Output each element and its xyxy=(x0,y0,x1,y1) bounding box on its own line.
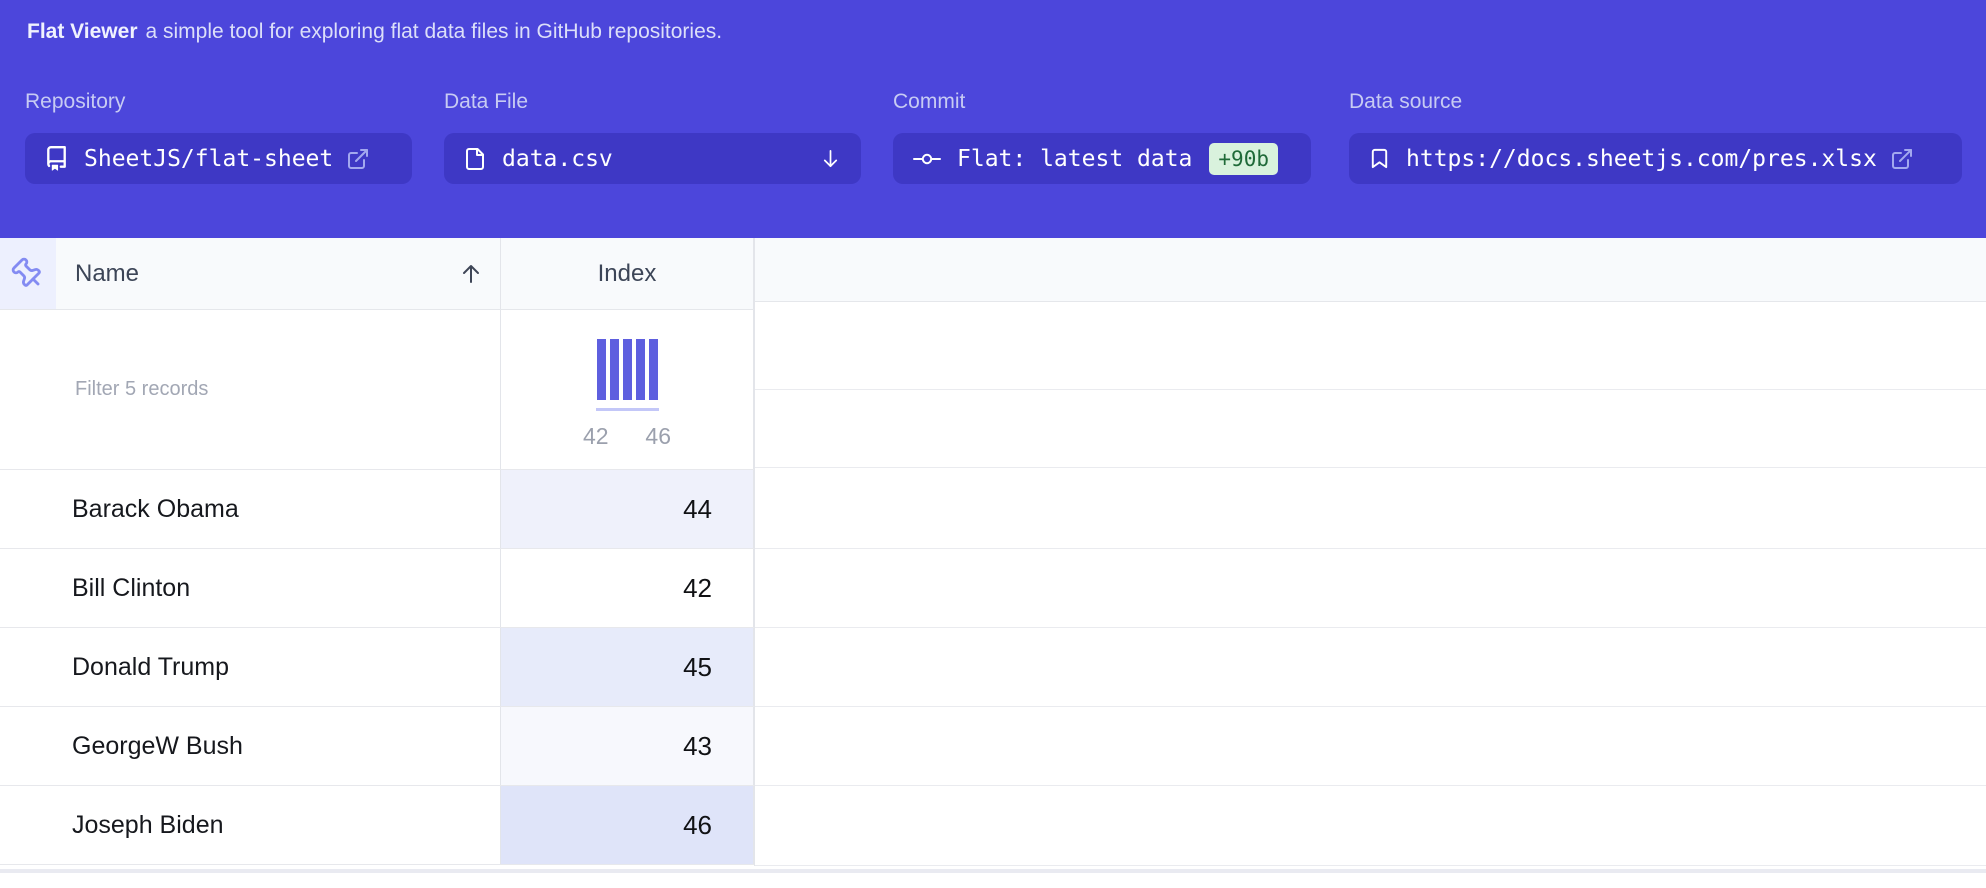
cell-name: Donald Trump xyxy=(0,628,501,706)
histogram-range-labels: 42 46 xyxy=(583,423,671,450)
table-row[interactable]: Donald Trump 45 xyxy=(0,628,754,707)
external-link-icon xyxy=(1891,148,1912,169)
histogram-range-slider[interactable] xyxy=(595,408,659,411)
column-name-label: Name xyxy=(75,259,140,287)
file-icon xyxy=(466,147,484,170)
filter-cell xyxy=(0,310,501,469)
cell-index: 46 xyxy=(501,786,754,864)
cell-name: Bill Clinton xyxy=(0,549,501,627)
cell-index: 42 xyxy=(501,549,754,627)
histogram-bars xyxy=(596,339,658,400)
app-title-row: Flat Viewer a simple tool for exploring f… xyxy=(27,20,722,44)
commit-field: Commit Flat: latest data +90b xyxy=(893,90,1311,184)
cell-index: 43 xyxy=(501,707,754,785)
cell-name: GeorgeW Bush xyxy=(0,707,501,785)
table-row[interactable]: Joseph Biden 46 xyxy=(0,786,754,865)
empty-header-cell xyxy=(755,238,1986,302)
repo-book-icon xyxy=(47,146,66,171)
data-file-label: Data File xyxy=(444,90,529,113)
git-commit-icon xyxy=(913,153,941,164)
table-row[interactable]: Barack Obama 44 xyxy=(0,470,754,549)
arrow-down-icon xyxy=(823,149,838,168)
filter-input[interactable] xyxy=(0,378,500,401)
data-source-button[interactable]: https://docs.sheetjs.com/pres.xlsx xyxy=(1349,133,1962,184)
data-table: Name Index 42 46 Barack Obama 44 Bill Cl… xyxy=(0,238,754,865)
data-source-url: https://docs.sheetjs.com/pres.xlsx xyxy=(1406,145,1877,172)
topbar: Flat Viewer a simple tool for exploring f… xyxy=(0,0,1986,238)
commit-message: Flat: latest data xyxy=(957,145,1193,172)
column-header-index[interactable]: Index xyxy=(501,238,754,309)
bookmark-icon xyxy=(1371,148,1388,169)
histogram-min-label: 42 xyxy=(583,423,609,449)
diffstat-badge: +90b xyxy=(1209,142,1278,175)
data-source-field: Data source https://docs.sheetjs.com/pre… xyxy=(1349,90,1962,184)
cell-name: Barack Obama xyxy=(0,470,501,548)
commit-label: Commit xyxy=(893,90,966,113)
empty-grid-region xyxy=(754,238,1986,866)
data-file-button[interactable]: data.csv xyxy=(444,133,861,184)
data-file-value: data.csv xyxy=(502,145,613,172)
external-link-icon xyxy=(348,148,369,169)
horizontal-scrollbar-track[interactable] xyxy=(0,869,1986,873)
sticky-column-toggle[interactable] xyxy=(0,238,56,309)
cell-name: Joseph Biden xyxy=(0,786,501,864)
sort-arrow-up-icon xyxy=(463,264,479,283)
repository-label: Repository xyxy=(25,90,126,113)
app-subtitle: a simple tool for exploring flat data fi… xyxy=(145,20,723,43)
repository-value: SheetJS/flat-sheet xyxy=(84,145,334,172)
table-row[interactable]: Bill Clinton 42 xyxy=(0,549,754,628)
pin-icon xyxy=(11,257,41,287)
table-header-row: Name Index xyxy=(0,238,754,310)
cell-index: 45 xyxy=(501,628,754,706)
index-histogram[interactable]: 42 46 xyxy=(501,310,754,469)
app-title: Flat Viewer xyxy=(27,20,138,43)
table-row[interactable]: GeorgeW Bush 43 xyxy=(0,707,754,786)
column-index-label: Index xyxy=(597,259,657,287)
data-source-label: Data source xyxy=(1349,90,1463,113)
column-header-name[interactable]: Name xyxy=(56,238,501,309)
filter-row: 42 46 xyxy=(0,310,754,470)
cell-index: 44 xyxy=(501,470,754,548)
data-file-field: Data File data.csv xyxy=(444,90,861,184)
histogram-max-label: 46 xyxy=(645,423,671,449)
repository-button[interactable]: SheetJS/flat-sheet xyxy=(25,133,412,184)
commit-button[interactable]: Flat: latest data +90b xyxy=(893,133,1311,184)
repository-field: Repository SheetJS/flat-sheet xyxy=(25,90,412,184)
